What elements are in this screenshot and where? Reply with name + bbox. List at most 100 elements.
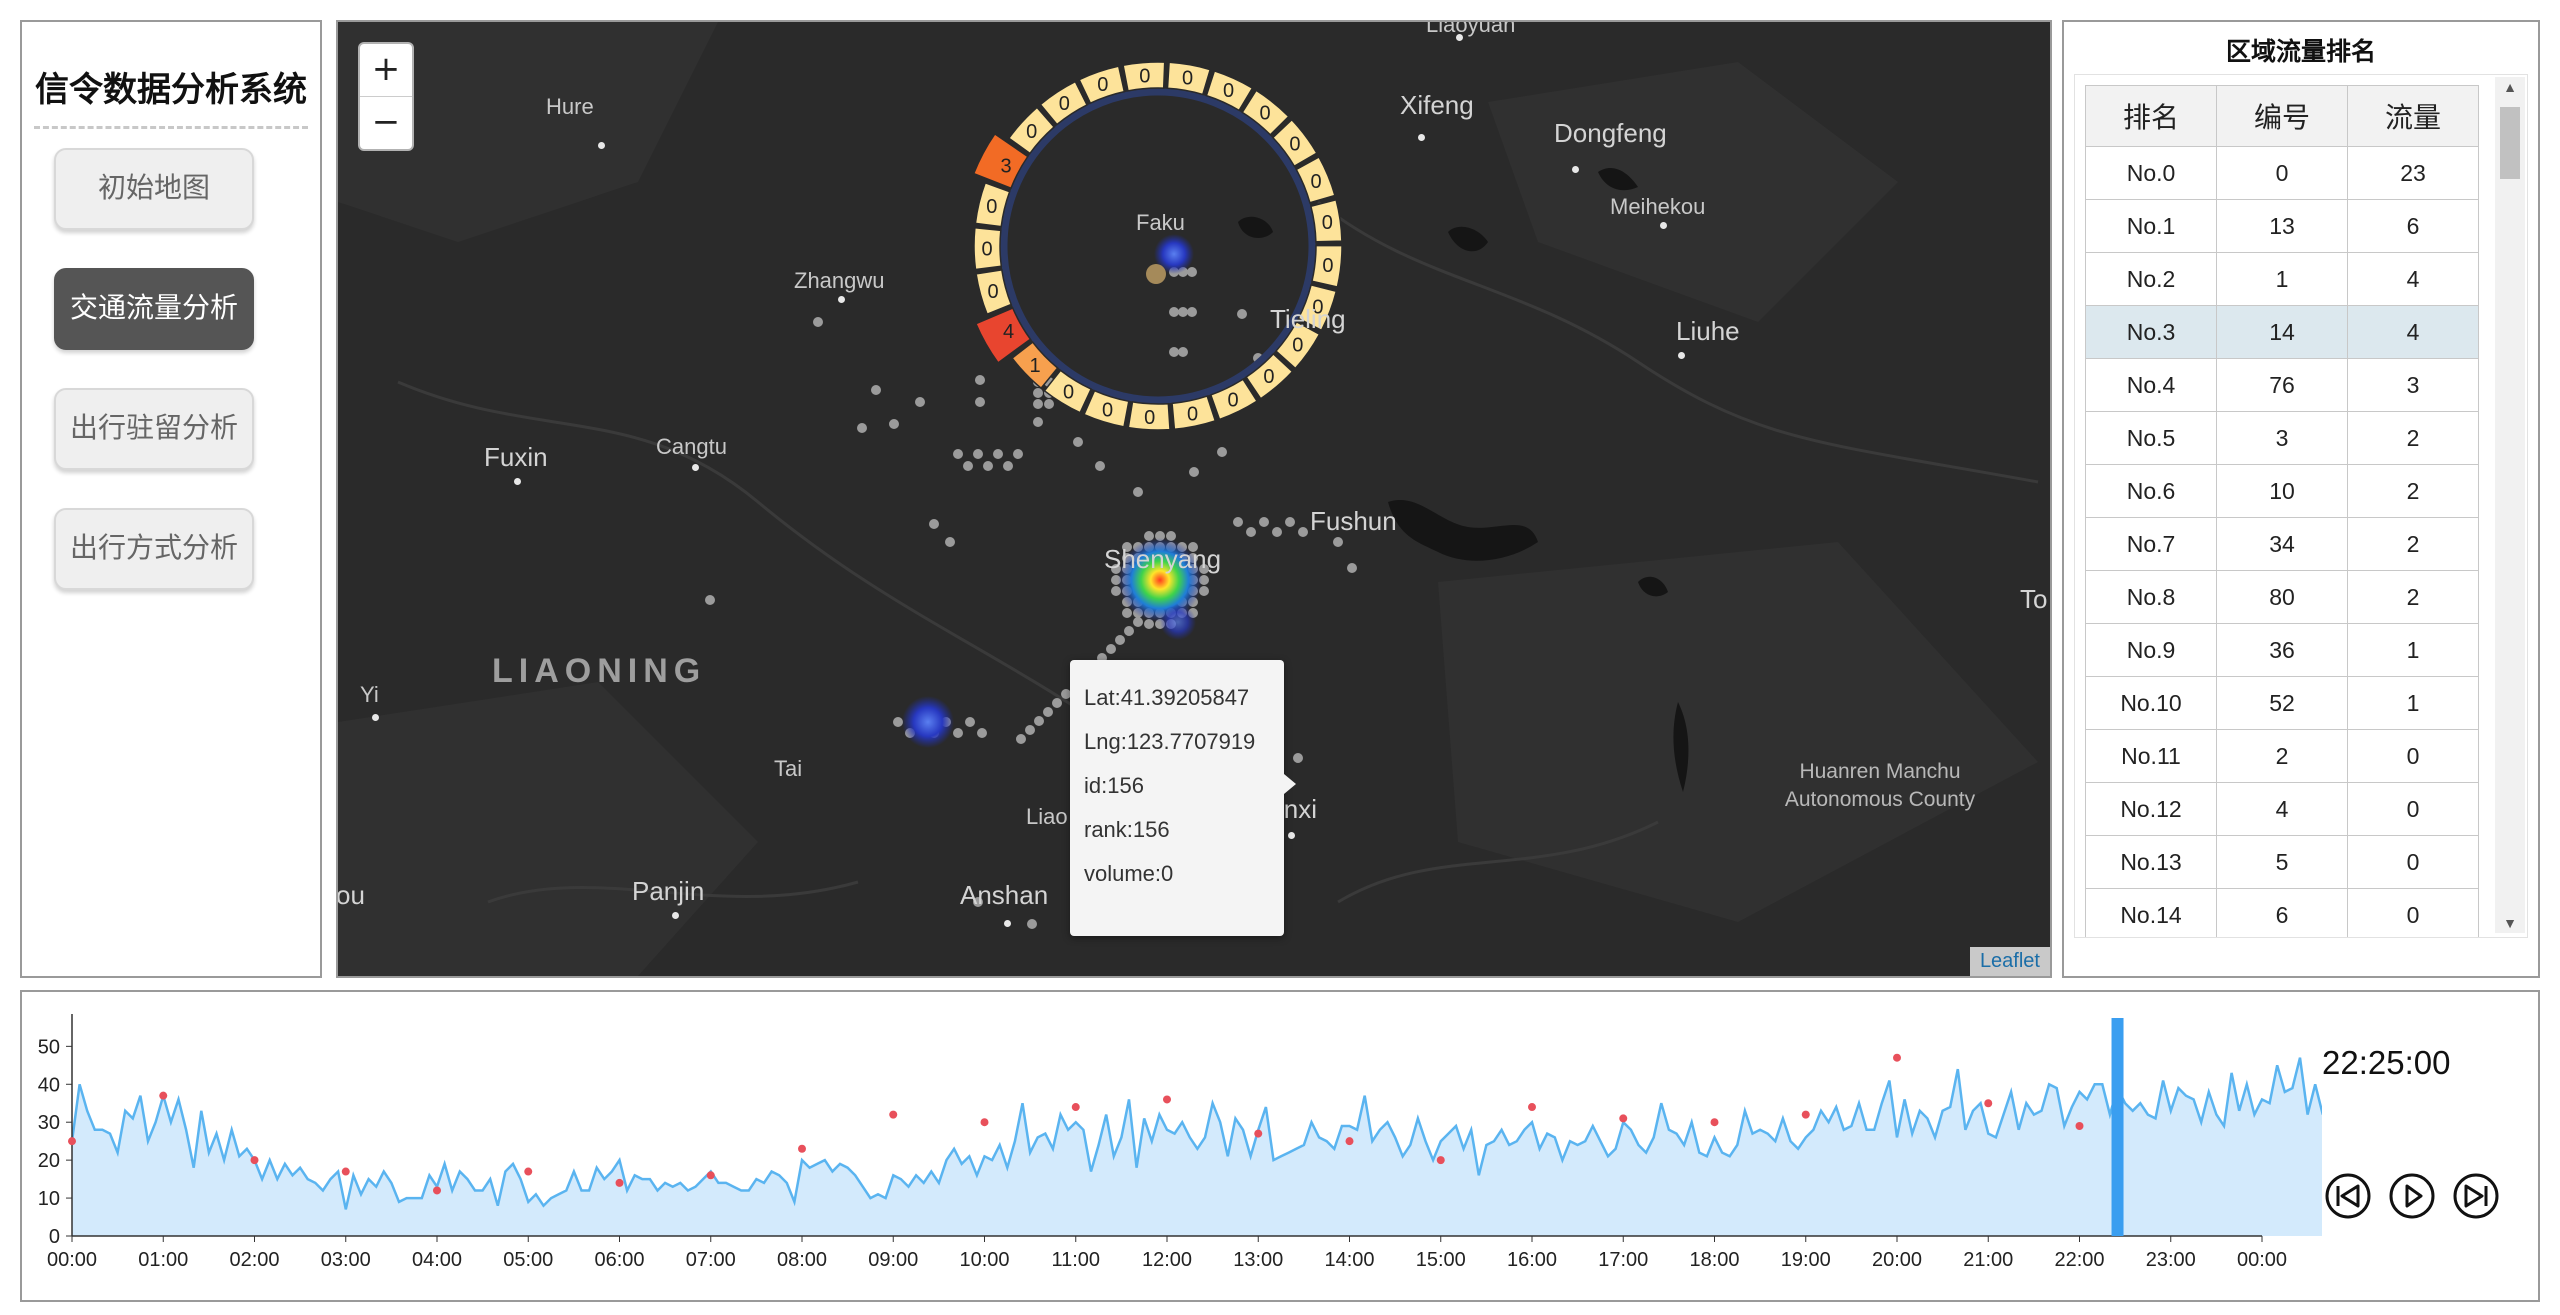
traffic-point[interactable] xyxy=(1111,586,1121,596)
traffic-point[interactable] xyxy=(1013,449,1023,459)
traffic-point[interactable] xyxy=(1124,626,1134,636)
ring-segment[interactable] xyxy=(973,226,1003,271)
table-row[interactable]: No.11 2 0 xyxy=(2085,729,2479,783)
traffic-point[interactable] xyxy=(1293,753,1303,763)
traffic-point[interactable] xyxy=(1033,417,1043,427)
ring-segment[interactable] xyxy=(1078,65,1126,105)
nav-stay-analysis-button[interactable]: 出行驻留分析 xyxy=(54,388,254,470)
ring-segment[interactable] xyxy=(1241,89,1290,136)
table-row[interactable]: No.9 36 1 xyxy=(2085,623,2479,677)
ring-segment[interactable] xyxy=(974,307,1032,364)
next-icon[interactable] xyxy=(2452,1172,2500,1220)
traffic-point[interactable] xyxy=(1217,447,1227,457)
traffic-point[interactable] xyxy=(1233,517,1243,527)
timeline-slider-handle[interactable] xyxy=(2111,1018,2124,1236)
leaflet-attribution-link[interactable]: Leaflet xyxy=(1969,947,2050,976)
traffic-point[interactable] xyxy=(1178,307,1188,317)
traffic-point[interactable] xyxy=(1272,527,1282,537)
traffic-point[interactable] xyxy=(1189,467,1199,477)
traffic-point[interactable] xyxy=(973,449,983,459)
column-header-volume[interactable]: 流量 xyxy=(2347,85,2479,147)
traffic-point[interactable] xyxy=(993,449,1003,459)
table-row[interactable]: No.6 10 2 xyxy=(2085,464,2479,518)
ring-segment[interactable] xyxy=(1271,118,1318,168)
traffic-point[interactable] xyxy=(915,397,925,407)
table-row[interactable]: No.12 4 0 xyxy=(2085,782,2479,836)
traffic-point[interactable] xyxy=(1122,608,1132,618)
table-row[interactable]: No.7 34 2 xyxy=(2085,517,2479,571)
ranking-scroll-area[interactable]: 排名 编号 流量 No.0 0 23 No.1 13 6 No.2 1 4 No.3 14 4 No.4… xyxy=(2074,74,2528,938)
traffic-point[interactable] xyxy=(1073,437,1083,447)
traffic-point[interactable] xyxy=(953,728,963,738)
traffic-point[interactable] xyxy=(1027,919,1037,929)
table-row[interactable]: No.2 1 4 xyxy=(2085,252,2479,306)
ring-segment[interactable] xyxy=(1295,155,1336,204)
traffic-point[interactable] xyxy=(1169,307,1179,317)
ring-segment[interactable] xyxy=(1007,106,1056,155)
ring-segment[interactable] xyxy=(975,269,1013,316)
previous-icon[interactable] xyxy=(2324,1172,2372,1220)
table-row[interactable]: No.0 0 23 xyxy=(2085,146,2479,200)
table-row[interactable]: No.14 6 0 xyxy=(2085,888,2479,937)
traffic-point[interactable] xyxy=(965,717,975,727)
traffic-point[interactable] xyxy=(975,397,985,407)
traffic-point[interactable] xyxy=(1133,487,1143,497)
traffic-point[interactable] xyxy=(1016,734,1026,744)
traffic-point[interactable] xyxy=(1115,635,1125,645)
traffic-point[interactable] xyxy=(1052,698,1062,708)
ring-segment[interactable] xyxy=(1171,395,1217,431)
table-row[interactable]: No.1 13 6 xyxy=(2085,199,2479,253)
traffic-point[interactable] xyxy=(1106,644,1116,654)
traffic-point[interactable] xyxy=(1246,527,1256,537)
traffic-point[interactable] xyxy=(1003,461,1013,471)
nav-traffic-flow-button[interactable]: 交通流量分析 xyxy=(54,268,254,350)
traffic-point[interactable] xyxy=(1025,725,1035,735)
traffic-point[interactable] xyxy=(983,461,993,471)
traffic-point[interactable] xyxy=(871,385,881,395)
ring-segment[interactable] xyxy=(1166,61,1212,96)
traffic-point[interactable] xyxy=(975,375,985,385)
table-row[interactable]: No.5 3 2 xyxy=(2085,411,2479,465)
table-row[interactable]: No.10 52 1 xyxy=(2085,676,2479,730)
traffic-point[interactable] xyxy=(813,317,823,327)
ring-segment[interactable] xyxy=(1311,244,1343,288)
traffic-point[interactable] xyxy=(1169,347,1179,357)
traffic-point[interactable] xyxy=(929,519,939,529)
ring-segment[interactable] xyxy=(1122,61,1166,92)
table-row[interactable]: No.8 80 2 xyxy=(2085,570,2479,624)
traffic-point[interactable] xyxy=(1187,307,1197,317)
traffic-point[interactable] xyxy=(1133,617,1143,627)
ring-segment[interactable] xyxy=(1039,80,1089,126)
traffic-point[interactable] xyxy=(1199,564,1209,574)
traffic-point[interactable] xyxy=(945,537,955,547)
ring-segment[interactable] xyxy=(974,181,1011,228)
ring-segment[interactable] xyxy=(1245,352,1294,400)
ring-segment[interactable] xyxy=(972,132,1029,190)
ring-segment[interactable] xyxy=(1309,198,1343,243)
table-row[interactable]: No.13 5 0 xyxy=(2085,835,2479,889)
traffic-point[interactable] xyxy=(1111,564,1121,574)
traffic-point[interactable] xyxy=(1347,563,1357,573)
traffic-point[interactable] xyxy=(973,897,983,907)
zoom-in-button[interactable]: + xyxy=(371,49,401,89)
traffic-point[interactable] xyxy=(953,449,963,459)
traffic-point[interactable] xyxy=(1285,517,1295,527)
traffic-point[interactable] xyxy=(1122,542,1132,552)
table-row[interactable]: No.3 14 4 xyxy=(2085,305,2479,359)
ring-segment[interactable] xyxy=(1209,378,1259,421)
traffic-point[interactable] xyxy=(1034,716,1044,726)
scroll-up-icon[interactable]: ▲ xyxy=(2503,79,2517,95)
column-header-id[interactable]: 编号 xyxy=(2216,85,2348,147)
traffic-point[interactable] xyxy=(1187,267,1197,277)
ring-segment[interactable] xyxy=(1083,389,1130,428)
traffic-point[interactable] xyxy=(1095,461,1105,471)
traffic-point[interactable] xyxy=(1199,586,1209,596)
ring-segment[interactable] xyxy=(1127,401,1171,431)
table-row[interactable]: No.4 76 3 xyxy=(2085,358,2479,412)
traffic-point[interactable] xyxy=(1298,527,1308,537)
play-icon[interactable] xyxy=(2388,1172,2436,1220)
ranking-scrollbar[interactable]: ▲ ▼ xyxy=(2495,77,2525,933)
ring-segment[interactable] xyxy=(1297,283,1338,332)
nav-initial-map-button[interactable]: 初始地图 xyxy=(54,148,254,230)
column-header-rank[interactable]: 排名 xyxy=(2085,85,2217,147)
